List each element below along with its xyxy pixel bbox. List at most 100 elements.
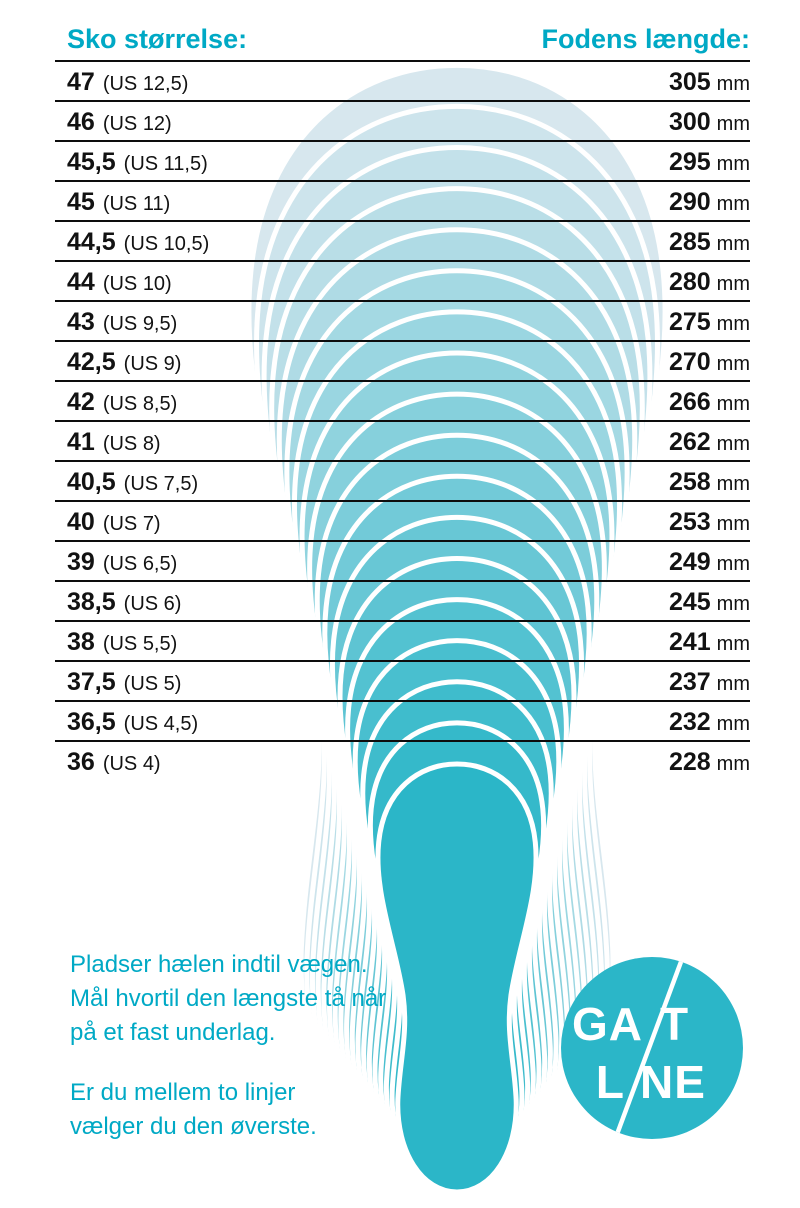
mm-unit-label: mm [716,273,750,295]
shoe-size-cell: 37,5 (US 5) [67,668,181,697]
foot-length-value: 232 [668,708,711,736]
eu-size-label: 46 [67,108,95,136]
foot-length-cell: 249 mm [669,548,750,577]
foot-length-value: 228 [668,748,711,776]
mm-unit-label: mm [716,233,750,255]
foot-length-value: 305 [668,68,711,96]
size-row: 44,5 (US 10,5) 285 mm [55,220,750,260]
foot-solid-shape [375,761,539,1195]
foot-length-column-header: Fodens længde: [541,24,751,54]
shoe-size-cell: 43 (US 9,5) [67,308,177,337]
size-row: 40 (US 7) 253 mm [55,500,750,540]
us-size-label: (US 12,5) [102,73,189,95]
logo-text-l: L [596,1056,625,1108]
foot-length-value: 245 [668,588,711,616]
shoe-size-cell: 47 (US 12,5) [67,68,188,97]
eu-size-label: 40 [67,508,95,536]
foot-length-cell: 228 mm [669,748,750,777]
instruction-line: vælger du den øverste. [70,1113,317,1140]
gaitline-logo: GA T L NE [561,957,743,1139]
mm-unit-label: mm [716,113,750,135]
foot-length-cell: 275 mm [669,308,750,337]
us-size-label: (US 10) [102,273,172,295]
logo-circle [561,957,743,1139]
size-row: 43 (US 9,5) 275 mm [55,300,750,340]
size-row: 42,5 (US 9) 270 mm [55,340,750,380]
foot-length-value: 262 [668,428,711,456]
eu-size-label: 45,5 [67,148,116,176]
eu-size-label: 37,5 [67,668,116,696]
shoe-size-cell: 40,5 (US 7,5) [67,468,198,497]
size-row: 44 (US 10) 280 mm [55,260,750,300]
mm-unit-label: mm [716,593,750,615]
logo-text-t: T [660,998,689,1050]
us-size-label: (US 4,5) [123,713,199,735]
eu-size-label: 47 [67,68,95,96]
foot-length-cell: 253 mm [669,508,750,537]
us-size-label: (US 6,5) [102,553,178,575]
eu-size-label: 36,5 [67,708,116,736]
foot-length-value: 285 [668,228,711,256]
us-size-label: (US 5,5) [102,633,178,655]
size-row: 41 (US 8) 262 mm [55,420,750,460]
us-size-label: (US 10,5) [123,233,210,255]
mm-unit-label: mm [716,473,750,495]
shoe-size-cell: 39 (US 6,5) [67,548,177,577]
shoe-size-cell: 44 (US 10) [67,268,172,297]
mm-unit-label: mm [716,393,750,415]
us-size-label: (US 9) [123,353,182,375]
instruction-line: Pladser hælen indtil vægen. [70,951,368,978]
shoe-size-cell: 44,5 (US 10,5) [67,228,209,257]
foot-length-value: 253 [668,508,711,536]
mm-unit-label: mm [716,73,750,95]
foot-length-cell: 237 mm [669,668,750,697]
mm-unit-label: mm [716,633,750,655]
foot-length-cell: 232 mm [669,708,750,737]
shoe-size-cell: 40 (US 7) [67,508,161,537]
size-row: 39 (US 6,5) 249 mm [55,540,750,580]
foot-length-value: 270 [668,348,711,376]
foot-length-cell: 245 mm [669,588,750,617]
foot-length-value: 300 [668,108,711,136]
shoe-size-cell: 45,5 (US 11,5) [67,148,208,177]
eu-size-label: 44 [67,268,95,296]
eu-size-label: 43 [67,308,95,336]
size-row: 45 (US 11) 290 mm [55,180,750,220]
mm-unit-label: mm [716,433,750,455]
foot-length-cell: 290 mm [669,188,750,217]
size-table: 47 (US 12,5) 305 mm 46 (US 12) 300 mm 45,5 (U… [55,60,750,780]
size-row: 38,5 (US 6) 245 mm [55,580,750,620]
foot-length-cell: 300 mm [669,108,750,137]
foot-length-cell: 241 mm [669,628,750,657]
mm-unit-label: mm [716,513,750,535]
mm-unit-label: mm [716,673,750,695]
us-size-label: (US 8) [102,433,161,455]
us-size-label: (US 11) [102,193,171,215]
shoe-size-column-header: Sko størrelse: [67,24,248,54]
eu-size-label: 45 [67,188,95,216]
foot-length-value: 290 [668,188,711,216]
instruction-paragraph-1: Pladser hælen indtil vægen. Mål hvortil … [70,948,470,1050]
mm-unit-label: mm [716,153,750,175]
size-row: 46 (US 12) 300 mm [55,100,750,140]
measuring-instructions: Pladser hælen indtil vægen. Mål hvortil … [70,948,470,1144]
shoe-size-cell: 45 (US 11) [67,188,170,217]
us-size-label: (US 4) [102,753,161,775]
size-row: 38 (US 5,5) 241 mm [55,620,750,660]
foot-length-value: 275 [668,308,711,336]
us-size-label: (US 11,5) [123,153,208,175]
mm-unit-label: mm [716,353,750,375]
instruction-line: Mål hvortil den længste tå når [70,985,387,1012]
size-row: 40,5 (US 7,5) 258 mm [55,460,750,500]
instruction-line: Er du mellem to linjer [70,1079,296,1106]
size-row: 36 (US 4) 228 mm [55,740,750,780]
foot-length-value: 241 [668,628,711,656]
foot-length-cell: 285 mm [669,228,750,257]
size-row: 37,5 (US 5) 237 mm [55,660,750,700]
size-row: 42 (US 8,5) 266 mm [55,380,750,420]
logo-slash [610,957,688,1139]
mm-unit-label: mm [716,313,750,335]
foot-length-value: 280 [668,268,711,296]
size-row: 36,5 (US 4,5) 232 mm [55,700,750,740]
